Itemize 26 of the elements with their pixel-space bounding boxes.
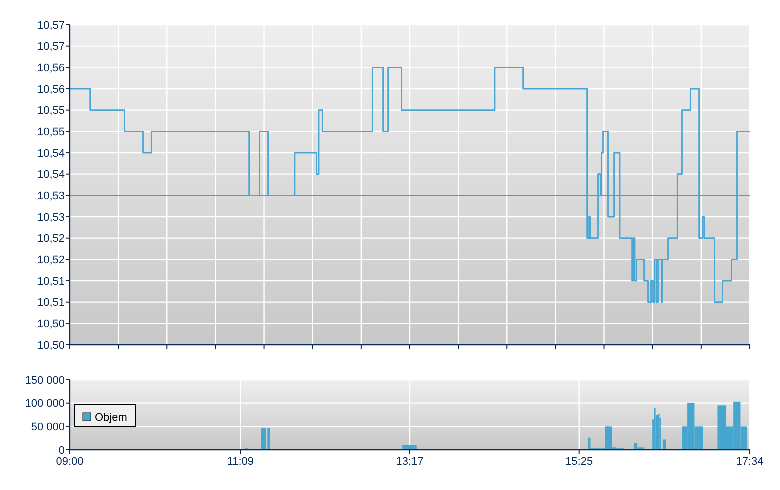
x-tick-label: 17:34 <box>736 456 764 468</box>
x-tick-label: 15:25 <box>566 456 594 468</box>
y-tick-label: 0 <box>58 444 65 457</box>
y-tick-label: 150 000 <box>25 374 65 387</box>
y-tick-label: 10,57 <box>37 41 65 54</box>
text: Objem <box>95 412 128 424</box>
y-tick-label: 100 000 <box>25 398 65 410</box>
y-tick-label: 10,51 <box>37 297 65 310</box>
x-tick-label: 13:17 <box>396 456 424 468</box>
y-tick-label: 10,56 <box>37 62 65 75</box>
y-tick-label: 10,50 <box>37 340 65 352</box>
y-tick-label: 10,55 <box>37 126 65 139</box>
y-tick-label: 50 000 <box>31 422 65 434</box>
y-tick-label: 10,50 <box>37 318 65 331</box>
y-tick-label: 10,52 <box>37 233 65 246</box>
y-tick-label: 10,56 <box>37 84 65 96</box>
y-tick-label: 10,51 <box>37 276 65 288</box>
y-tick-label: 10,53 <box>37 212 65 224</box>
y-tick-label: 10,54 <box>37 148 65 160</box>
y-tick-label: 10,53 <box>37 190 65 203</box>
y-tick-label: 10,54 <box>37 169 65 182</box>
x-tick-label: 09:00 <box>56 456 84 468</box>
y-tick-label: 10,55 <box>37 105 65 118</box>
y-tick-label: 10,52 <box>37 254 65 267</box>
x-tick-label: 11:09 <box>227 456 254 468</box>
y-tick-label: 10,57 <box>37 20 65 32</box>
